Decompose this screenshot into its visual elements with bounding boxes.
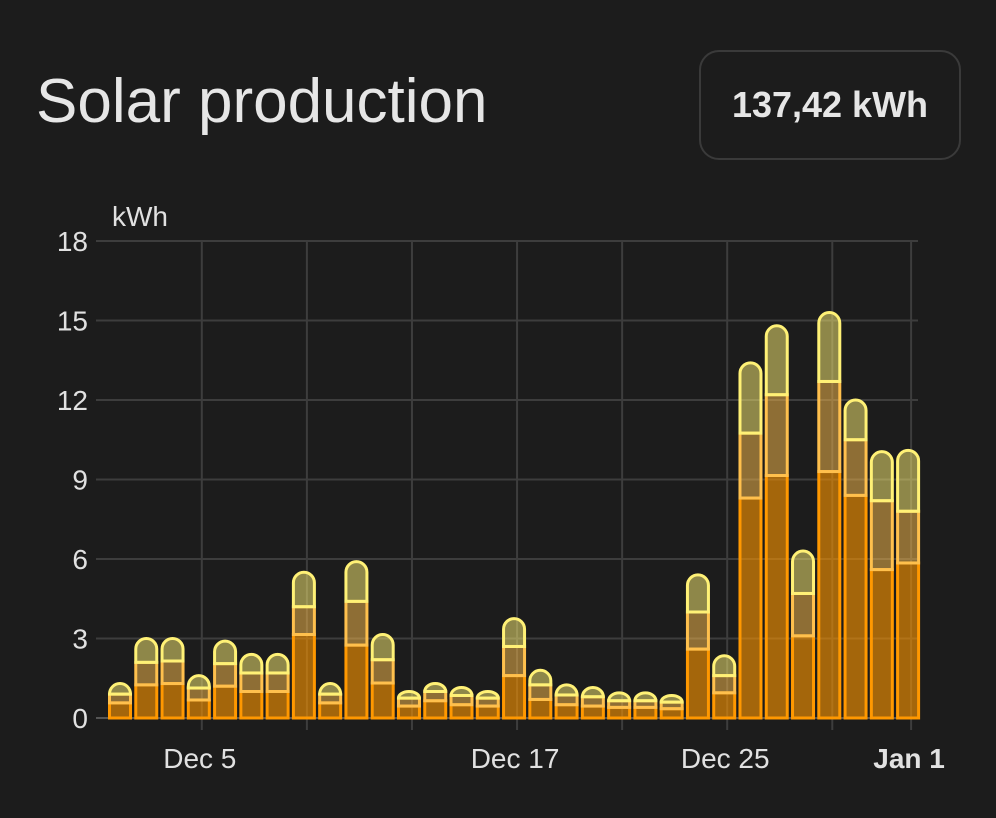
bar-segment-2 <box>685 610 710 651</box>
bar-segment-3 <box>186 674 211 690</box>
bar-segment-1 <box>869 568 894 720</box>
y-axis-unit: kWh <box>112 201 168 232</box>
bar-segment-3 <box>108 682 132 696</box>
bar-segment-3 <box>738 361 763 435</box>
bar-segment-1 <box>843 493 868 720</box>
x-tick-label: Dec 17 <box>471 743 560 774</box>
bar-segment-3 <box>685 573 710 614</box>
bar-segment-2 <box>265 671 290 694</box>
bar-segment-3 <box>291 570 316 609</box>
x-tick-label: Dec 5 <box>163 743 236 774</box>
bar-segment-3 <box>554 683 579 697</box>
bar-segment-3 <box>134 637 159 664</box>
bar-segment-3 <box>344 560 369 603</box>
bar-segment-2 <box>712 674 737 695</box>
bar-segment-1 <box>475 704 500 720</box>
x-tick-label: Jan 1 <box>873 743 945 774</box>
bar-segment-2 <box>764 393 789 478</box>
bar-segment-3 <box>396 690 421 700</box>
bar-segment-3 <box>528 668 553 687</box>
bar-segment-2 <box>896 509 921 565</box>
bar-segment-3 <box>817 311 842 383</box>
bar-segment-1 <box>817 470 842 720</box>
bar-segment-3 <box>712 654 737 678</box>
bar-segment-2 <box>291 605 316 637</box>
bar-segment-1 <box>344 643 369 720</box>
bar-segment-3 <box>843 398 868 442</box>
bar-segment-1 <box>528 697 553 720</box>
bar-segment-1 <box>213 684 238 720</box>
bar-segment-1 <box>265 690 290 720</box>
bar-segment-1 <box>396 704 421 720</box>
bar-segment-2 <box>738 431 763 500</box>
bar-segment-3 <box>160 637 185 663</box>
bar-segment-2 <box>869 499 894 572</box>
bar-segment-2 <box>186 686 211 702</box>
bar-segment-3 <box>239 652 264 675</box>
bar-segment-1 <box>764 474 789 720</box>
bar-segment-1 <box>134 683 159 720</box>
bar-segment-3 <box>213 639 238 666</box>
bar-segment-1 <box>108 701 132 720</box>
card-title: Solar production <box>36 67 488 136</box>
bar-segment-1 <box>607 705 632 720</box>
total-energy-badge[interactable]: 137,42 kWh <box>699 50 961 160</box>
bar-segment-3 <box>580 686 605 699</box>
bar-segment-2 <box>134 660 159 687</box>
bar-segment-1 <box>370 681 395 720</box>
bar-segment-1 <box>896 561 921 720</box>
bar-segment-1 <box>423 699 448 720</box>
bar-segment-3 <box>502 617 527 648</box>
y-tick-label: 12 <box>57 385 88 416</box>
bar-segment-3 <box>896 448 921 513</box>
bar-segment-1 <box>449 703 474 720</box>
bar-segment-2 <box>843 438 868 497</box>
bar-segment-2 <box>370 658 395 685</box>
bar-segment-1 <box>580 704 605 720</box>
bar-segment-1 <box>791 634 816 720</box>
bar-segment-3 <box>475 690 500 700</box>
bar-segment-1 <box>291 633 316 720</box>
bar-segment-3 <box>607 691 632 703</box>
y-tick-label: 6 <box>72 544 88 575</box>
bar-segment-3 <box>265 652 290 675</box>
y-tick-label: 3 <box>72 624 88 655</box>
bar-segment-3 <box>318 682 343 696</box>
bar-segment-3 <box>370 633 395 662</box>
bar-segment-1 <box>712 691 737 720</box>
bar-segment-2 <box>239 671 264 694</box>
bar-segment-1 <box>160 682 185 720</box>
bar-segment-1 <box>554 703 579 720</box>
bar-segment-2 <box>791 591 816 638</box>
bar-segment-3 <box>791 549 816 595</box>
bar-segment-1 <box>186 698 211 720</box>
bar-segment-2 <box>817 379 842 474</box>
bar-segment-2 <box>344 599 369 647</box>
bar-segment-3 <box>659 694 684 704</box>
bar-segment-2 <box>528 683 553 701</box>
y-tick-label: 15 <box>57 306 88 337</box>
bar-segment-2 <box>160 659 185 686</box>
bar-segment-1 <box>239 690 264 720</box>
bar-segment-1 <box>738 496 763 720</box>
bar-segment-3 <box>764 324 789 397</box>
bar-segment-3 <box>633 691 658 703</box>
bar-segment-1 <box>318 701 343 720</box>
y-tick-label: 9 <box>72 465 88 496</box>
bar-segment-3 <box>423 682 448 693</box>
y-tick-label: 0 <box>72 703 88 734</box>
bar-segment-1 <box>685 647 710 720</box>
bar-segment-3 <box>449 686 474 697</box>
bar-segment-2 <box>502 644 527 678</box>
bar-segment-1 <box>502 674 527 720</box>
y-tick-label: 18 <box>57 226 88 257</box>
bar-segment-2 <box>213 662 238 688</box>
bar-segment-3 <box>869 450 894 503</box>
bar-segment-1 <box>633 705 658 720</box>
x-tick-label: Dec 25 <box>681 743 770 774</box>
